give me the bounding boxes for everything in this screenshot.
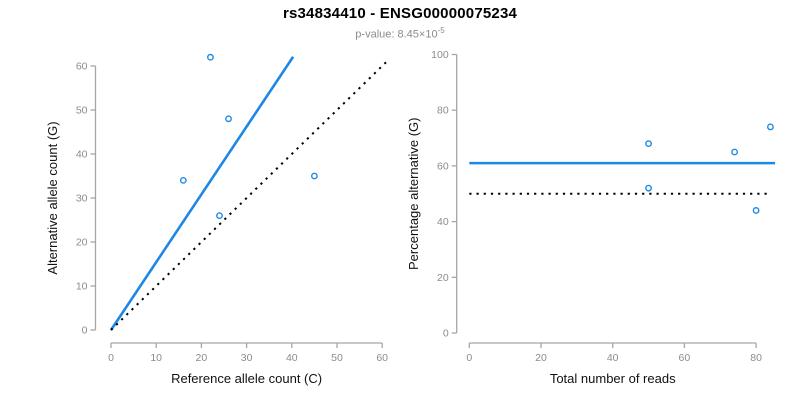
y-tick-label: 40 [437,216,449,228]
x-tick-label: 80 [750,352,762,364]
x-tick-label: 50 [331,352,343,364]
data-point [207,53,214,61]
x-tick-label: 0 [108,352,114,364]
pvalue-text: p-value: 8.45×10 [355,28,438,41]
data-point [645,184,652,192]
y-tick-label: 100 [431,49,449,61]
x-tick-label: 10 [150,352,162,364]
y-axis-title: Percentage alternative (G) [406,118,421,270]
y-tick-label: 60 [76,61,88,73]
y-tick-label: 50 [76,105,88,117]
x-tick-label: 60 [679,352,691,364]
data-point [767,123,774,131]
regression-fit-line [109,56,295,331]
allele-count-scatter-plot: 0 10 20 30 40 50 60 0 10 20 30 40 50 60 Reference alle… [45,53,390,386]
pvalue-subtitle: p-value: 8.45×10-5 [0,26,800,41]
identity-line [110,58,390,331]
data-point [310,172,318,180]
x-tick-label: 30 [241,352,253,364]
y-tick-label: 40 [76,149,88,161]
y-tick-label: 10 [76,281,88,293]
y-tick-label: 0 [82,325,88,337]
figure-title: rs34834410 - ENSG00000075234 [282,5,518,22]
y-tick-label: 80 [437,105,449,117]
data-point [731,148,738,156]
x-tick-label: 20 [196,352,208,364]
y-tick-label: 20 [437,272,449,284]
figure-header: rs34834410 - ENSG00000075234 p-value: 8.… [0,5,800,41]
x-tick-label: 20 [535,352,547,364]
data-point [216,212,223,220]
x-tick-label: 60 [376,352,388,364]
data-point [225,115,232,123]
data-point [179,176,187,184]
x-axis-title: Reference allele count (C) [171,371,322,386]
x-tick-label: 40 [607,352,619,364]
y-tick-label: 30 [76,193,88,205]
y-axis-title: Alternative allele count (G) [45,121,60,274]
y-tick-label: 20 [76,237,88,249]
pvalue-exponent: -5 [437,26,445,35]
data-point [752,207,760,214]
y-tick-label: 60 [437,160,449,172]
percentage-reads-scatter-plot: 0 20 40 60 80 0 20 40 60 80 100 Total number of rea… [406,49,776,386]
data-point [645,140,652,148]
x-tick-label: 0 [466,352,472,364]
x-tick-label: 40 [286,352,298,364]
x-axis-title: Total number of reads [550,371,676,386]
y-tick-label: 0 [443,328,449,340]
